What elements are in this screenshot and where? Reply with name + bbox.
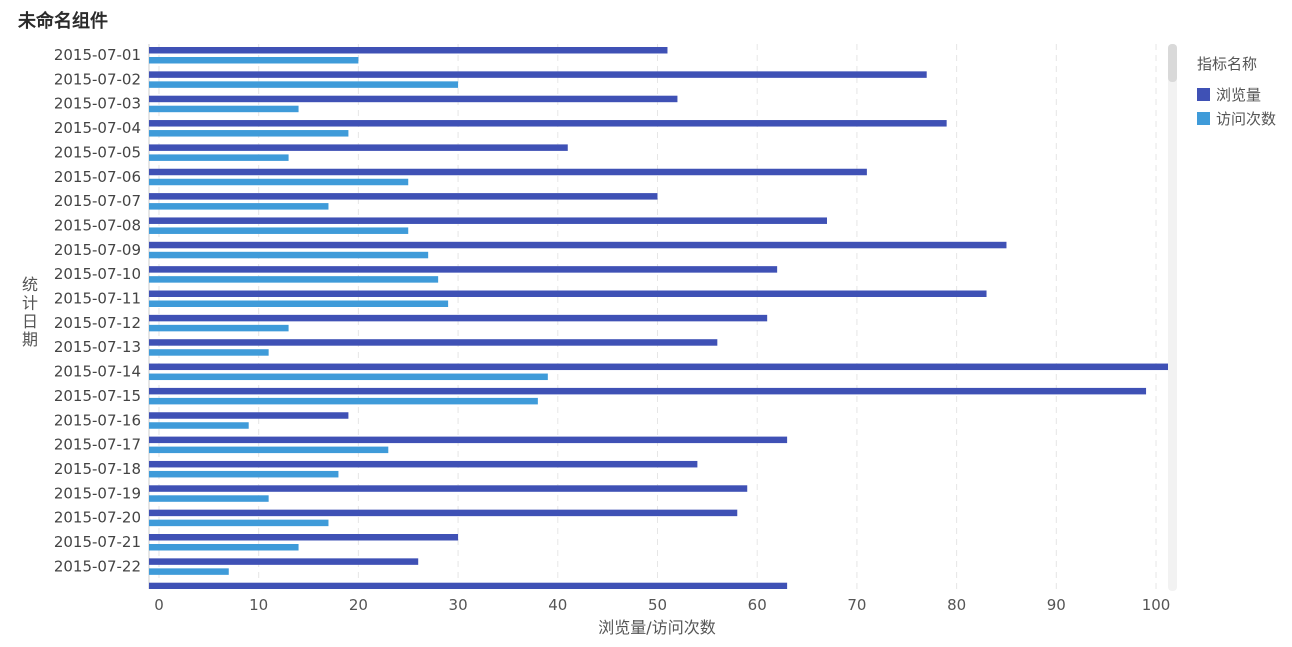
- y-tick-label: 2015-07-20: [54, 509, 141, 527]
- bar-visits[interactable]: [149, 105, 299, 113]
- bar-visits[interactable]: [149, 130, 349, 137]
- legend-item-visits[interactable]: 访问次数: [1197, 106, 1276, 130]
- bar-browse[interactable]: [149, 314, 768, 322]
- bars: [149, 47, 1176, 589]
- bar-browse[interactable]: [149, 509, 738, 517]
- y-tick-label: 2015-07-14: [54, 363, 141, 381]
- y-tick-label: 2015-07-15: [54, 387, 141, 405]
- bar-visits[interactable]: [149, 276, 439, 283]
- legend-swatch-browse: [1197, 87, 1210, 101]
- bar-browse[interactable]: [149, 436, 788, 444]
- y-tick-label: 2015-07-09: [54, 241, 141, 259]
- bar-browse[interactable]: [149, 412, 349, 419]
- bar-browse[interactable]: [149, 339, 718, 346]
- y-tick-label: 2015-07-11: [54, 290, 141, 308]
- y-tick-label: 2015-07-21: [54, 533, 141, 551]
- y-axis-title-char: 期: [22, 330, 38, 349]
- y-tick-label: 2015-07-10: [54, 265, 141, 283]
- bar-browse[interactable]: [149, 193, 658, 200]
- bar-browse[interactable]: [149, 95, 678, 103]
- bar-browse[interactable]: [149, 168, 867, 176]
- bar-visits[interactable]: [149, 470, 339, 478]
- bar-browse[interactable]: [149, 241, 1007, 249]
- y-tick-label: 2015-07-16: [54, 411, 141, 429]
- bar-visits[interactable]: [149, 495, 269, 502]
- bar-visits[interactable]: [149, 300, 449, 308]
- y-tick-label: 2015-07-13: [54, 338, 141, 356]
- y-tick-label: 2015-07-22: [54, 557, 141, 575]
- y-tick-label: 2015-07-18: [54, 460, 141, 478]
- x-tick-label: 0: [154, 596, 164, 614]
- x-tick-label: 40: [548, 596, 567, 614]
- x-axis-title: 浏览量/访问次数: [598, 618, 715, 637]
- bar-visits[interactable]: [149, 203, 329, 210]
- legend-label-visits: 访问次数: [1216, 109, 1277, 128]
- x-tick-label: 20: [349, 596, 368, 614]
- legend-swatch-visits: [1197, 111, 1210, 125]
- bar-browse[interactable]: [149, 485, 748, 492]
- x-tick-label: 70: [847, 596, 866, 614]
- y-tick-label: 2015-07-19: [54, 484, 141, 502]
- bar-browse[interactable]: [149, 217, 827, 224]
- legend-item-browse[interactable]: 浏览量: [1197, 82, 1276, 106]
- y-tick-label: 2015-07-08: [54, 216, 141, 234]
- bar-browse[interactable]: [149, 71, 927, 78]
- legend-title: 指标名称: [1197, 55, 1258, 73]
- y-axis-title-char: 计: [22, 293, 38, 312]
- y-axis-title: 统计日期: [22, 275, 38, 349]
- bar-visits[interactable]: [149, 519, 329, 527]
- bar-visits[interactable]: [149, 397, 538, 405]
- y-tick-label: 2015-07-05: [54, 143, 141, 161]
- y-tick-label: 2015-07-01: [54, 46, 141, 64]
- bar-visits[interactable]: [149, 373, 548, 381]
- y-tick-label: 2015-07-17: [54, 436, 141, 454]
- x-tick-label: 30: [449, 596, 468, 614]
- bar-browse[interactable]: [149, 120, 947, 127]
- y-axis-title-char: 日: [22, 312, 38, 331]
- legend-label-browse: 浏览量: [1216, 85, 1262, 104]
- y-tick-label: 2015-07-12: [54, 314, 141, 332]
- bar-browse[interactable]: [149, 387, 1147, 395]
- x-tick-label: 100: [1142, 596, 1171, 614]
- y-tick-labels: 2015-07-01 2015-07-02 2015-07-03 2015-07-04…: [54, 46, 141, 575]
- y-tick-label: 2015-07-03: [54, 95, 141, 113]
- widget-title: 未命名组件: [18, 11, 108, 32]
- x-tick-label: 90: [1047, 596, 1066, 614]
- bar-browse[interactable]: [149, 534, 459, 541]
- bar-visits[interactable]: [149, 57, 359, 64]
- x-tick-label: 60: [748, 596, 767, 614]
- bar-browse[interactable]: [149, 144, 568, 151]
- bar-browse[interactable]: [149, 47, 668, 54]
- bar-visits[interactable]: [149, 349, 269, 356]
- bar-visits[interactable]: [149, 324, 289, 332]
- x-tick-label: 50: [648, 596, 667, 614]
- y-tick-label: 2015-07-02: [54, 70, 141, 88]
- bar-browse[interactable]: [149, 363, 1176, 371]
- bar-visits[interactable]: [149, 422, 249, 429]
- x-tick-labels: 0 10 20 30 40 50 60 70 80 90 100: [154, 596, 1170, 614]
- y-axis-title-char: 统: [22, 275, 38, 294]
- bar-visits[interactable]: [149, 227, 409, 234]
- bar-browse[interactable]: [149, 460, 698, 468]
- x-tick-label: 80: [947, 596, 966, 614]
- bar-browse-partial[interactable]: [149, 582, 788, 589]
- scrollbar-thumb[interactable]: [1168, 44, 1177, 82]
- bar-visits[interactable]: [149, 544, 299, 551]
- chart-scrollbar[interactable]: [1168, 44, 1177, 591]
- bar-visits[interactable]: [149, 154, 289, 161]
- legend: 指标名称 浏览量 访问次数: [1197, 53, 1276, 130]
- y-tick-label: 2015-07-07: [54, 192, 141, 210]
- x-tick-label: 10: [249, 596, 268, 614]
- bar-browse[interactable]: [149, 266, 778, 273]
- bar-visits[interactable]: [149, 81, 459, 88]
- bar-visits[interactable]: [149, 178, 409, 186]
- bar-browse[interactable]: [149, 290, 987, 298]
- y-tick-label: 2015-07-04: [54, 119, 141, 137]
- bar-visits[interactable]: [149, 568, 229, 575]
- bar-visits[interactable]: [149, 446, 389, 454]
- bar-browse[interactable]: [149, 558, 419, 565]
- y-tick-label: 2015-07-06: [54, 168, 141, 186]
- bar-visits[interactable]: [149, 251, 429, 259]
